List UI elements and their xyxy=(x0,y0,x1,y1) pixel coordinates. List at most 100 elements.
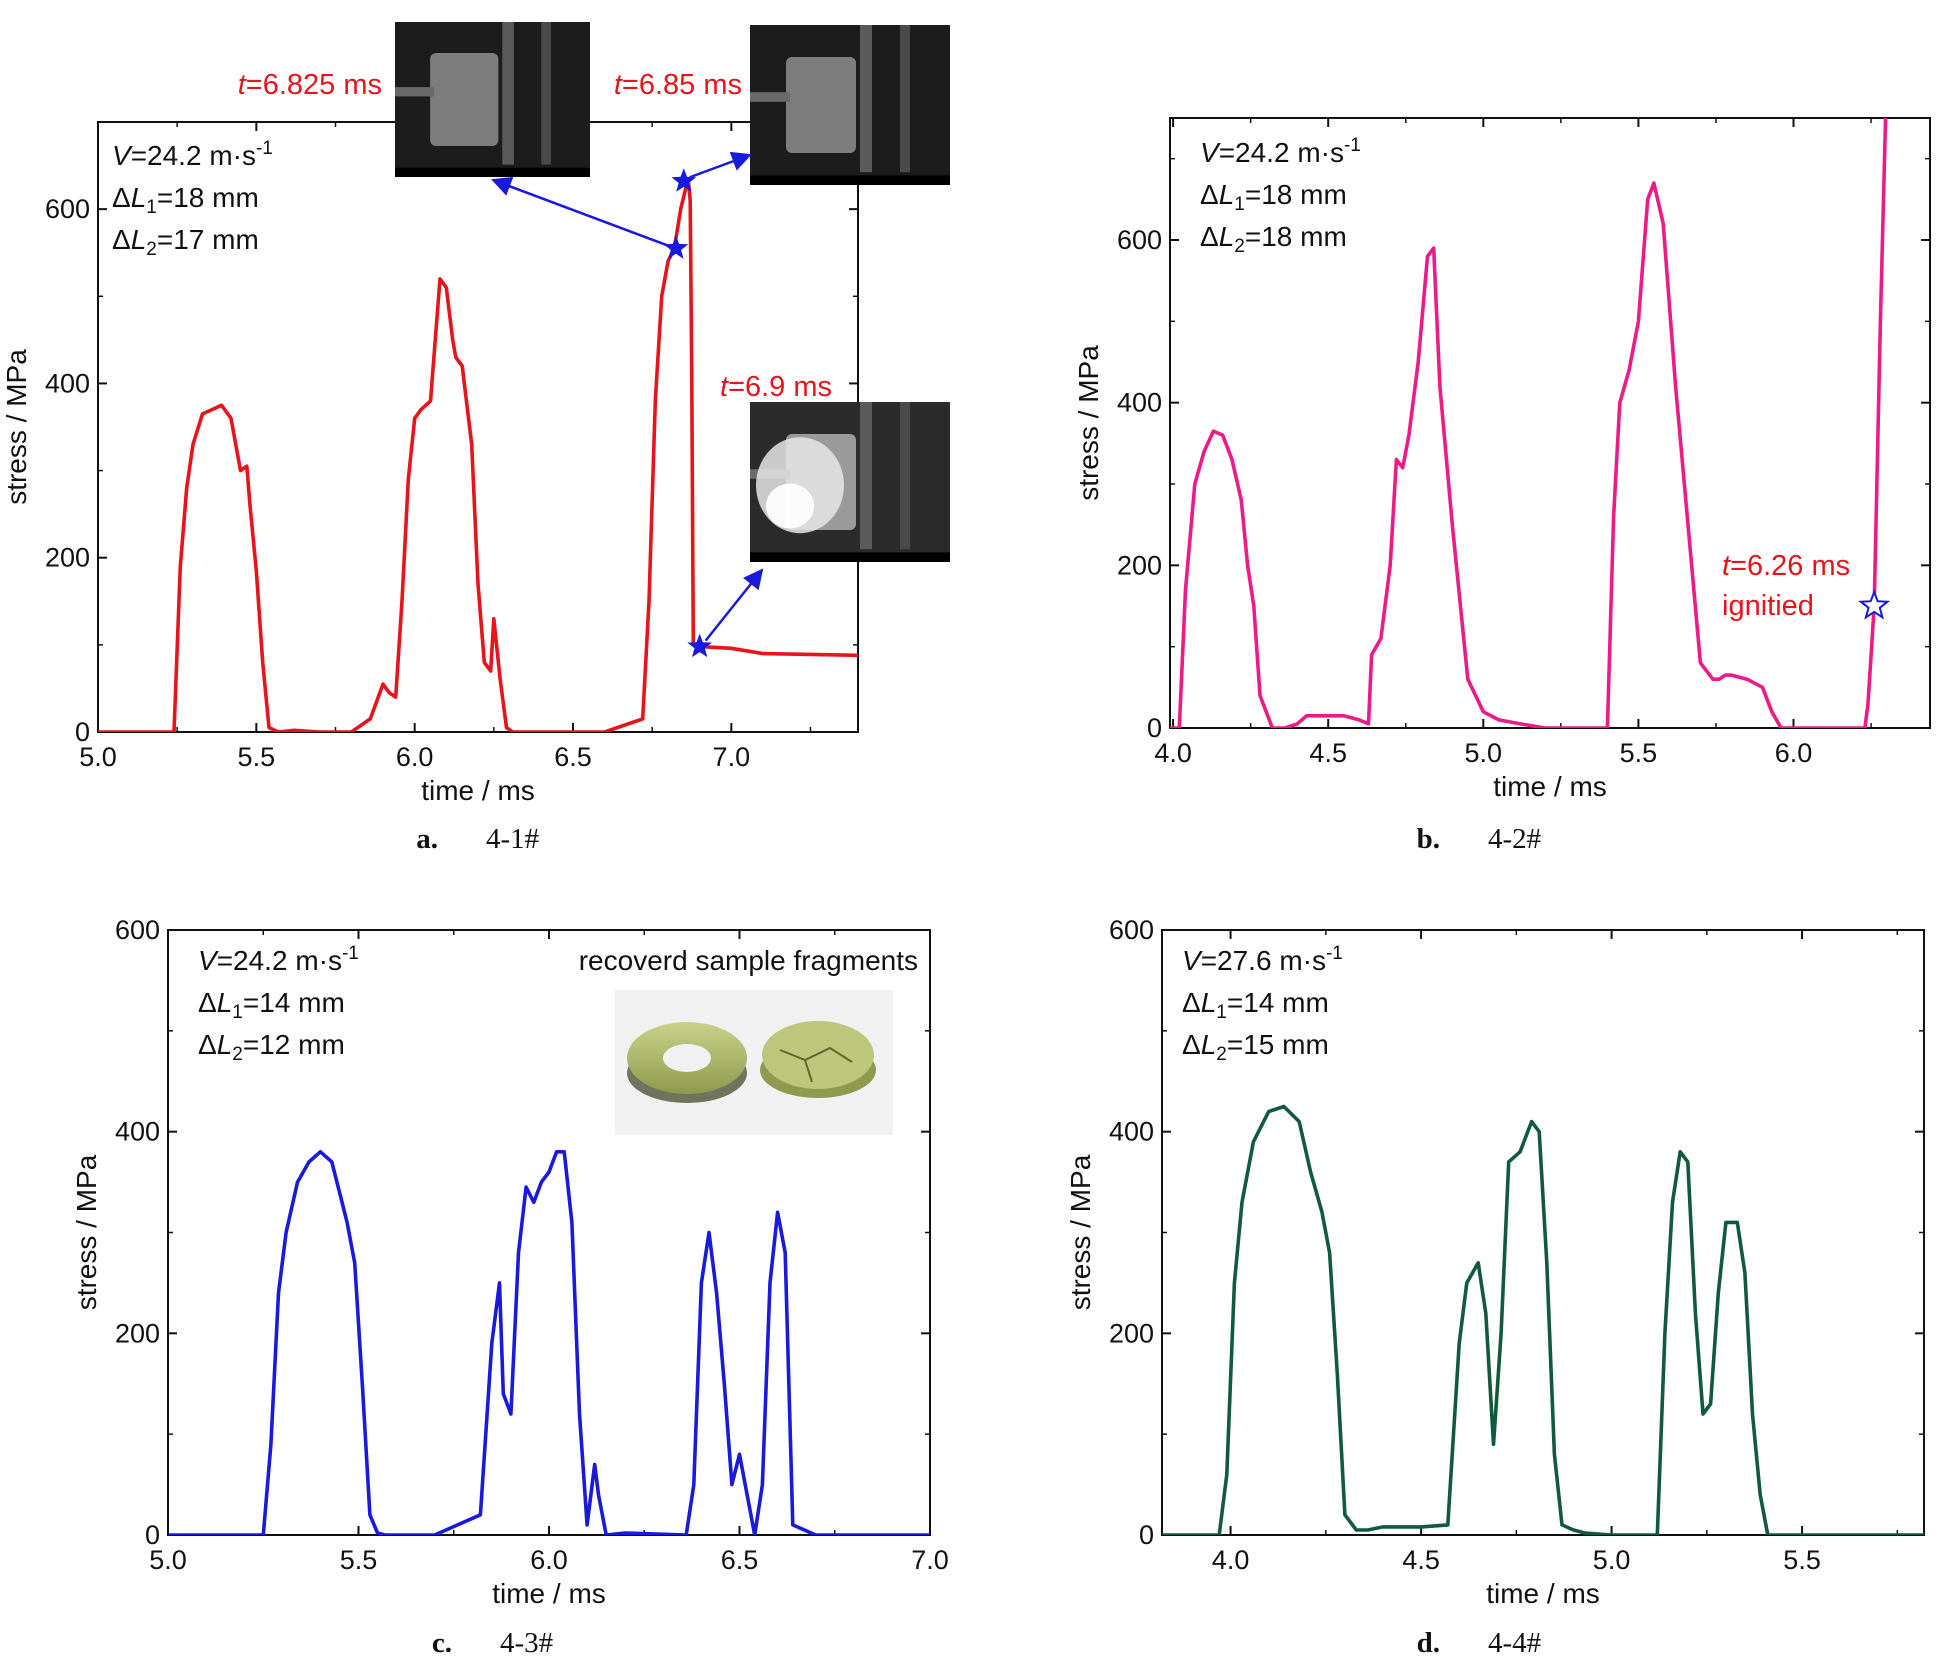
y-tick-label: 400 xyxy=(115,1117,160,1147)
caption-letter: c. xyxy=(432,1627,452,1659)
y-tick-label: 600 xyxy=(1109,915,1154,945)
series-line xyxy=(1170,118,1888,728)
condition-label: ΔL1=14 mm xyxy=(198,987,345,1023)
y-tick-label: 200 xyxy=(45,543,90,573)
fragment-2-crack xyxy=(779,1046,853,1063)
camera-frame-685 xyxy=(750,25,950,185)
x-tick-label: 5.0 xyxy=(1465,738,1503,768)
caption-letter: d. xyxy=(1417,1627,1440,1659)
x-axis-label: time / ms xyxy=(492,1578,606,1609)
condition-label: V=24.2 m·s-1 xyxy=(112,138,273,171)
y-tick-label: 600 xyxy=(115,915,160,945)
plot-frame xyxy=(1161,929,1925,1536)
camera-frame-6825 xyxy=(395,22,590,177)
condition-label: V=24.2 m·s-1 xyxy=(198,943,359,976)
camera-frame-69-caption-strip xyxy=(750,552,950,562)
condition-label: V=27.6 m·s-1 xyxy=(1182,943,1343,976)
x-tick-label: 5.0 xyxy=(79,742,117,772)
camera-frame-685-rod xyxy=(750,92,790,102)
y-tick-label: 0 xyxy=(75,717,90,747)
camera-frame-69-rail2 xyxy=(900,402,910,550)
y-axis-label: stress / MPa xyxy=(1073,345,1104,501)
plot-frame xyxy=(97,121,859,733)
event-label: t=6.9 ms xyxy=(720,371,832,403)
caption-text: 4-4# xyxy=(1488,1627,1541,1659)
y-tick-label: 200 xyxy=(1117,550,1162,580)
event-arrow xyxy=(491,176,671,248)
event-label-2: ignitied xyxy=(1722,590,1814,622)
series-line xyxy=(168,1150,930,1535)
y-tick-label: 600 xyxy=(1117,225,1162,255)
camera-frame-685-rail xyxy=(860,25,872,173)
x-tick-label: 5.5 xyxy=(1620,738,1658,768)
event-star-marker xyxy=(663,235,689,259)
event-star-marker xyxy=(687,633,712,658)
condition-label: ΔL2=17 mm xyxy=(112,224,259,260)
x-tick-label: 7.0 xyxy=(911,1545,949,1575)
x-tick-label: 5.5 xyxy=(340,1545,378,1575)
event-label: t=6.26 ms xyxy=(1722,550,1850,582)
event-label: t=6.85 ms xyxy=(614,69,742,101)
y-tick-label: 0 xyxy=(1147,713,1162,743)
y-axis-label: stress / MPa xyxy=(71,1154,102,1310)
y-tick-label: 200 xyxy=(115,1318,160,1348)
y-tick-label: 400 xyxy=(1117,388,1162,418)
x-tick-label: 6.5 xyxy=(721,1545,759,1575)
x-tick-label: 4.0 xyxy=(1154,738,1192,768)
camera-frame-6825-body xyxy=(430,53,499,146)
condition-label: ΔL2=12 mm xyxy=(198,1029,345,1065)
x-tick-label: 5.0 xyxy=(1593,1545,1631,1575)
fragment-1-hole xyxy=(663,1044,711,1072)
y-axis-label: stress / MPa xyxy=(1065,1154,1096,1310)
event-arrow xyxy=(689,151,752,179)
condition-label: ΔL2=18 mm xyxy=(1200,221,1347,257)
camera-frame-69-rail xyxy=(860,402,872,550)
event-arrow xyxy=(704,568,764,642)
event-star-marker xyxy=(671,168,697,192)
fragments-photo xyxy=(615,990,893,1135)
fragment-2-top xyxy=(762,1021,874,1089)
camera-frame-6825-rod xyxy=(395,87,434,97)
inset-label: recoverd sample fragments xyxy=(579,945,918,976)
condition-label: ΔL1=18 mm xyxy=(1200,179,1347,215)
condition-label: ΔL1=18 mm xyxy=(112,182,259,218)
x-tick-label: 4.0 xyxy=(1212,1545,1250,1575)
x-tick-label: 7.0 xyxy=(713,742,751,772)
camera-frame-685-rail2 xyxy=(900,25,910,173)
y-tick-label: 400 xyxy=(45,368,90,398)
caption-text: 4-3# xyxy=(500,1627,553,1659)
y-axis-label: stress / MPa xyxy=(1,349,32,505)
x-axis-label: time / ms xyxy=(1486,1578,1600,1609)
ignition-star-marker xyxy=(1858,589,1891,620)
camera-frame-685-body xyxy=(786,57,856,153)
caption-text: 4-1# xyxy=(486,823,539,855)
y-tick-label: 400 xyxy=(1109,1117,1154,1147)
y-tick-label: 0 xyxy=(145,1520,160,1550)
chart-panel-a: 5.0 5.5 6.0 6.5 7.0 0 200 400 600 time / ms stress… xyxy=(1,22,950,855)
fragment-2-crack xyxy=(804,1059,813,1083)
x-axis-label: time / ms xyxy=(1493,771,1607,802)
x-tick-label: 6.0 xyxy=(530,1545,568,1575)
chart-panel-b: 4.0 4.5 5.0 5.5 6.0 0 200 400 600 time / ms stress… xyxy=(1073,117,1931,855)
caption-letter: b. xyxy=(1417,823,1440,855)
x-tick-label: 5.5 xyxy=(238,742,276,772)
caption-text: 4-2# xyxy=(1488,823,1541,855)
series-line xyxy=(1162,1104,1924,1535)
x-axis-label: time / ms xyxy=(421,775,535,806)
y-tick-label: 600 xyxy=(45,194,90,224)
x-tick-label: 4.5 xyxy=(1309,738,1347,768)
x-tick-label: 5.0 xyxy=(149,1545,187,1575)
chart-panel-c: 5.0 5.5 6.0 6.5 7.0 0 200 400 600 time / ms stress… xyxy=(71,915,949,1659)
y-tick-label: 0 xyxy=(1139,1520,1154,1550)
series-line xyxy=(98,181,858,732)
x-tick-label: 4.5 xyxy=(1402,1545,1440,1575)
chart-panel-d: 4.0 4.5 5.0 5.5 0 200 400 600 time / ms stress / … xyxy=(1065,915,1925,1659)
y-tick-label: 200 xyxy=(1109,1318,1154,1348)
event-label: t=6.825 ms xyxy=(238,69,382,101)
camera-frame-69-flash2 xyxy=(766,483,814,529)
x-tick-label: 5.5 xyxy=(1783,1545,1821,1575)
camera-frame-685-caption-strip xyxy=(750,175,950,185)
caption-letter: a. xyxy=(416,823,438,855)
x-tick-label: 6.0 xyxy=(1775,738,1813,768)
